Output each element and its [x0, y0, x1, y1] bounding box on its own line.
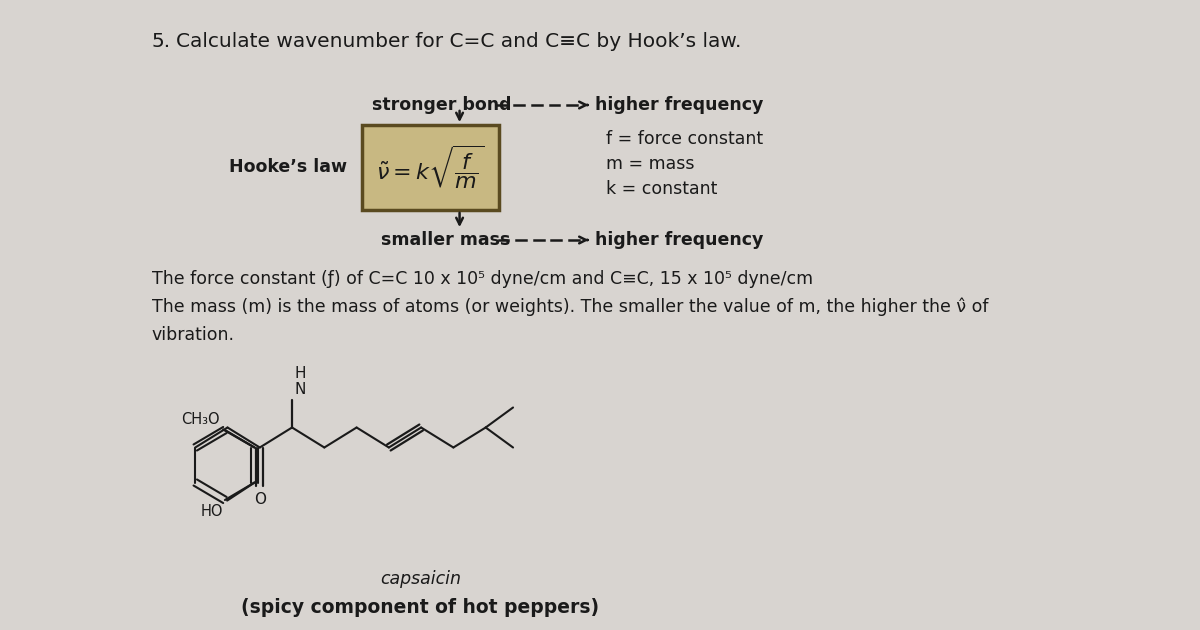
Text: k = constant: k = constant — [606, 180, 718, 198]
Text: m = mass: m = mass — [606, 155, 695, 173]
Text: higher frequency: higher frequency — [594, 96, 763, 114]
Text: smaller mass: smaller mass — [382, 231, 511, 249]
Text: (spicy component of hot peppers): (spicy component of hot peppers) — [241, 598, 600, 617]
Text: O: O — [253, 491, 265, 507]
Text: vibration.: vibration. — [151, 326, 234, 344]
Text: stronger bond: stronger bond — [372, 96, 511, 114]
Text: Hooke’s law: Hooke’s law — [229, 159, 347, 176]
Text: CH₃O: CH₃O — [181, 411, 220, 427]
Text: 5.: 5. — [151, 32, 170, 51]
Text: higher frequency: higher frequency — [594, 231, 763, 249]
Text: capsaicin: capsaicin — [380, 570, 461, 588]
Text: HO: HO — [200, 503, 223, 518]
Text: $\tilde{\nu} = k\sqrt{\dfrac{f}{m}}$: $\tilde{\nu} = k\sqrt{\dfrac{f}{m}}$ — [377, 144, 485, 191]
Text: The force constant (ƒ) of C=C 10 x 10⁵ dyne/cm and C≡C, 15 x 10⁵ dyne/cm: The force constant (ƒ) of C=C 10 x 10⁵ d… — [151, 270, 812, 288]
Text: The mass (m) is the mass of atoms (or weights). The smaller the value of m, the : The mass (m) is the mass of atoms (or we… — [151, 298, 988, 316]
Text: N: N — [295, 382, 306, 398]
FancyBboxPatch shape — [361, 125, 499, 210]
Text: Calculate wavenumber for C=C and C≡C by Hook’s law.: Calculate wavenumber for C=C and C≡C by … — [176, 32, 742, 51]
Text: H: H — [295, 367, 306, 382]
Text: f = force constant: f = force constant — [606, 130, 763, 148]
